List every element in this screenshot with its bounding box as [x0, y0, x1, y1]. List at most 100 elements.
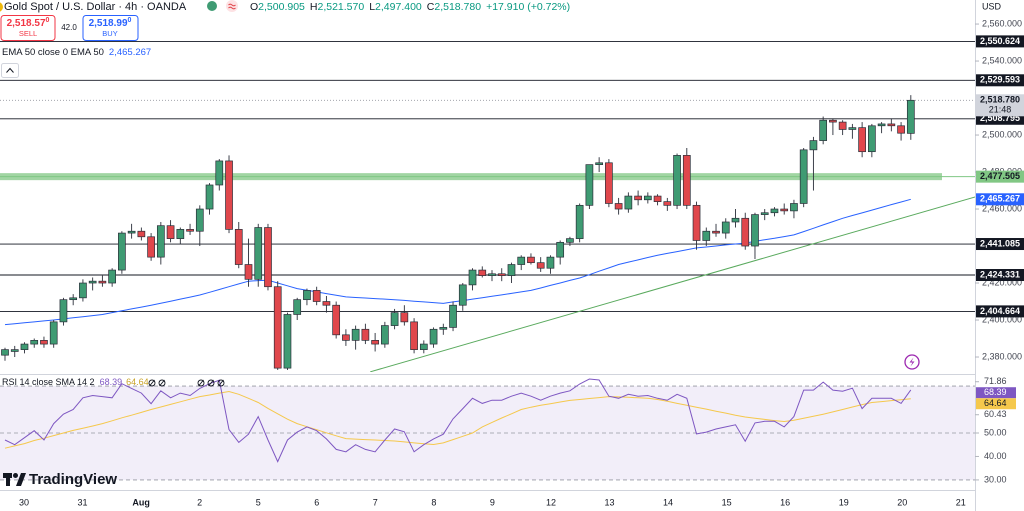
level-badge-bg: [976, 238, 1024, 251]
candle-body: [1, 349, 9, 356]
y-tick-label: 2,500.000: [982, 129, 1022, 139]
candle-body: [176, 229, 185, 239]
level-badge-bg: [976, 170, 1024, 183]
rsi-y-tick-label: 40.00: [984, 451, 1007, 461]
rsi-y-tick-label: 71.86: [984, 376, 1007, 386]
candle-body: [342, 334, 350, 341]
candle-body: [848, 127, 857, 130]
candle-body: [234, 229, 243, 265]
candle-body: [790, 203, 798, 212]
icon: [148, 379, 156, 387]
candle-body: [868, 125, 876, 153]
icon: [218, 379, 224, 387]
candle-body: [731, 217, 740, 223]
ema-legend-value: 2,465.267: [109, 47, 151, 58]
collapse-box[interactable]: [1, 63, 19, 78]
rsi-legend-value: 68.39: [100, 377, 123, 387]
candle-body: [30, 340, 39, 345]
rsi-legend: RSI 14 close SMA 14 2 68.39 64.64: [2, 377, 149, 387]
candle-body: [799, 149, 808, 204]
candle-body: [205, 184, 214, 210]
x-tick-label: 31: [78, 497, 88, 507]
candle-body: [877, 123, 886, 127]
buy-price-main[interactable]: 2,518.99: [89, 18, 128, 29]
sell-label[interactable]: SELL: [19, 29, 37, 38]
candle-body: [712, 230, 720, 234]
candle-body: [118, 232, 126, 271]
collapse-button[interactable]: [1, 63, 19, 78]
sell-price-main[interactable]: 2,518.57: [7, 18, 46, 29]
candle-body: [497, 273, 506, 276]
candle-body: [381, 325, 389, 345]
candle-body: [186, 229, 194, 232]
x-tick-label: 30: [19, 497, 29, 507]
buy-button[interactable]: 2,518.990 BUY: [82, 15, 139, 41]
header: Gold Spot / U.S. Dollar · 4h · OANDA O2,…: [0, 0, 920, 488]
candle-body: [634, 195, 642, 201]
candle-body: [741, 217, 750, 247]
price-pane: [0, 40, 975, 372]
candle-body: [838, 121, 847, 130]
buy-label[interactable]: BUY: [102, 29, 117, 38]
ema-legend: EMA 50 close 0 EMA 50 2,465.267: [2, 47, 151, 58]
y-tick-label: 2,380.000: [982, 351, 1022, 361]
x-tick-label: 8: [431, 497, 436, 507]
candle-body: [439, 327, 448, 330]
level-badge: 2,404.664: [980, 306, 1020, 316]
rsi-y-tick-label: 30.00: [984, 474, 1007, 484]
candle-body: [458, 284, 467, 306]
candle-body: [673, 155, 681, 206]
symbol-title: Gold Spot / U.S. Dollar · 4h · OANDA: [4, 1, 187, 13]
candle-body: [702, 230, 711, 241]
buy-box[interactable]: [82, 15, 139, 41]
ohlc-key: L: [369, 1, 375, 13]
candle-body: [819, 119, 828, 141]
ohlc-key: H: [310, 1, 318, 13]
candle-body: [419, 343, 428, 350]
candle-body: [751, 214, 759, 247]
x-tick-label: 6: [314, 497, 319, 507]
sell-price[interactable]: 2,518.570: [7, 17, 50, 29]
buy-price[interactable]: 2,518.990: [89, 17, 132, 29]
candle-body: [721, 221, 730, 234]
candle-body: [897, 125, 905, 134]
sell-price-sup[interactable]: 0: [46, 17, 50, 24]
candle-body: [624, 195, 633, 210]
y-tick-label: 2,400.000: [982, 314, 1022, 324]
candle-body: [585, 164, 594, 206]
x-tick-label: Aug: [132, 497, 150, 507]
sell-box[interactable]: [0, 15, 56, 41]
level-badge: 2,477.505: [980, 171, 1020, 181]
x-tick-label: 12: [546, 497, 556, 507]
candle-body: [10, 349, 19, 352]
candle-body: [527, 256, 535, 264]
candle-body: [195, 208, 204, 232]
candle-body: [390, 312, 399, 326]
candle-body: [225, 160, 233, 230]
candle-body: [614, 203, 623, 210]
candle-body: [760, 212, 769, 215]
candle-body: [692, 204, 701, 241]
icon: [159, 379, 165, 387]
icon: [207, 379, 215, 387]
x-tick-label: 9: [490, 497, 495, 507]
y-tick-label: 2,460.000: [982, 203, 1022, 213]
candle-body: [322, 301, 331, 306]
candle-body: [88, 280, 97, 284]
collapse-chevron[interactable]: [6, 67, 14, 73]
data-delay-glyph: [228, 3, 236, 10]
rsi-legend-name: RSI 14 close SMA 14 2: [2, 377, 95, 387]
icon: [149, 379, 155, 387]
alert-icon[interactable]: [904, 354, 920, 370]
rsi-sma-line: [4, 390, 911, 449]
sell-button[interactable]: 2,518.570 SELL: [0, 15, 56, 41]
candle-body: [264, 227, 272, 288]
buy-price-sup[interactable]: 0: [128, 17, 132, 24]
icon: [197, 379, 205, 387]
candle-body: [156, 225, 165, 258]
candle-body: [166, 225, 175, 239]
candle-body: [575, 204, 584, 239]
alert-bolt[interactable]: [909, 357, 915, 367]
ema-badge-bg: [976, 193, 1024, 206]
candle-body: [49, 321, 58, 345]
